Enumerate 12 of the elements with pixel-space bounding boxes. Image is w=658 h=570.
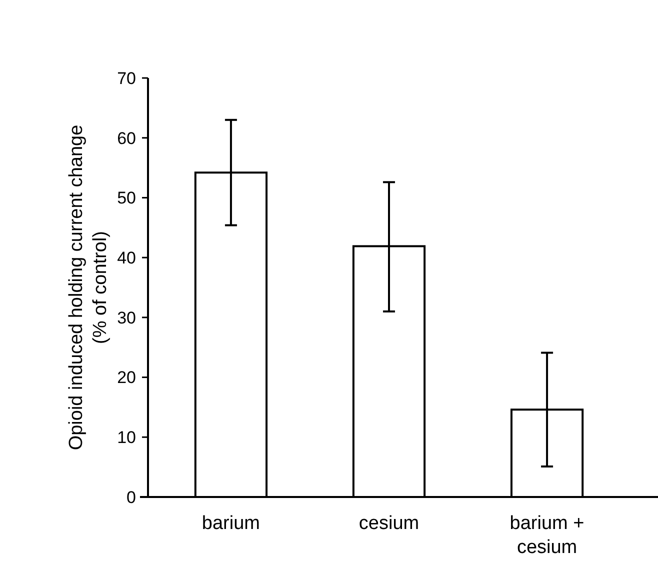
y-tick-label: 40 — [117, 248, 136, 268]
x-tick-label: barium + cesium — [510, 513, 584, 558]
y-tick-label: 30 — [117, 308, 136, 328]
y-tick-label: 60 — [117, 128, 136, 148]
x-tick-label: cesium — [358, 513, 420, 534]
y-tick-label: 50 — [117, 188, 136, 208]
y-tick-label: 0 — [126, 488, 136, 507]
y-tick-label: 10 — [117, 428, 136, 448]
y-tick-label: 70 — [117, 68, 136, 88]
x-tick-label: barium — [202, 513, 260, 534]
y-tick-label: 20 — [117, 368, 136, 388]
y-axis-title: Opioid induced holding current change (% of control) — [66, 124, 111, 450]
